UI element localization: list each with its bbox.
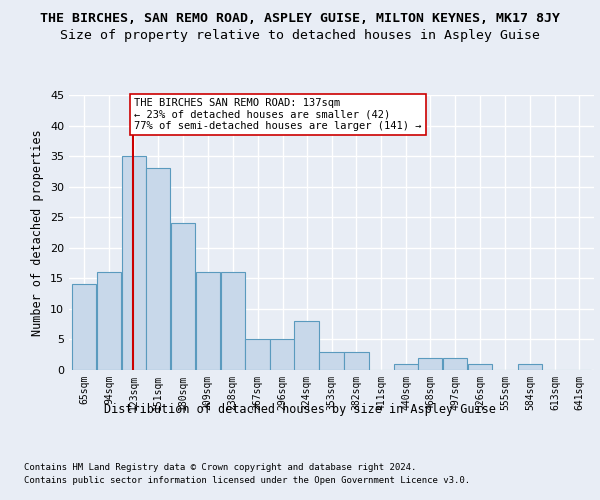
- Text: Distribution of detached houses by size in Aspley Guise: Distribution of detached houses by size …: [104, 402, 496, 415]
- Bar: [271, 340, 295, 370]
- Text: Contains HM Land Registry data © Crown copyright and database right 2024.: Contains HM Land Registry data © Crown c…: [24, 462, 416, 471]
- Bar: [245, 340, 270, 370]
- Bar: [196, 272, 220, 370]
- Bar: [394, 364, 418, 370]
- Bar: [72, 284, 96, 370]
- Bar: [122, 156, 146, 370]
- Y-axis label: Number of detached properties: Number of detached properties: [31, 129, 44, 336]
- Bar: [344, 352, 368, 370]
- Bar: [146, 168, 170, 370]
- Bar: [171, 224, 195, 370]
- Bar: [319, 352, 344, 370]
- Bar: [518, 364, 542, 370]
- Bar: [418, 358, 442, 370]
- Bar: [221, 272, 245, 370]
- Bar: [443, 358, 467, 370]
- Text: Contains public sector information licensed under the Open Government Licence v3: Contains public sector information licen…: [24, 476, 470, 485]
- Text: Size of property relative to detached houses in Aspley Guise: Size of property relative to detached ho…: [60, 29, 540, 42]
- Text: THE BIRCHES SAN REMO ROAD: 137sqm
← 23% of detached houses are smaller (42)
77% : THE BIRCHES SAN REMO ROAD: 137sqm ← 23% …: [134, 98, 422, 132]
- Bar: [295, 321, 319, 370]
- Text: THE BIRCHES, SAN REMO ROAD, ASPLEY GUISE, MILTON KEYNES, MK17 8JY: THE BIRCHES, SAN REMO ROAD, ASPLEY GUISE…: [40, 12, 560, 26]
- Bar: [97, 272, 121, 370]
- Bar: [468, 364, 492, 370]
